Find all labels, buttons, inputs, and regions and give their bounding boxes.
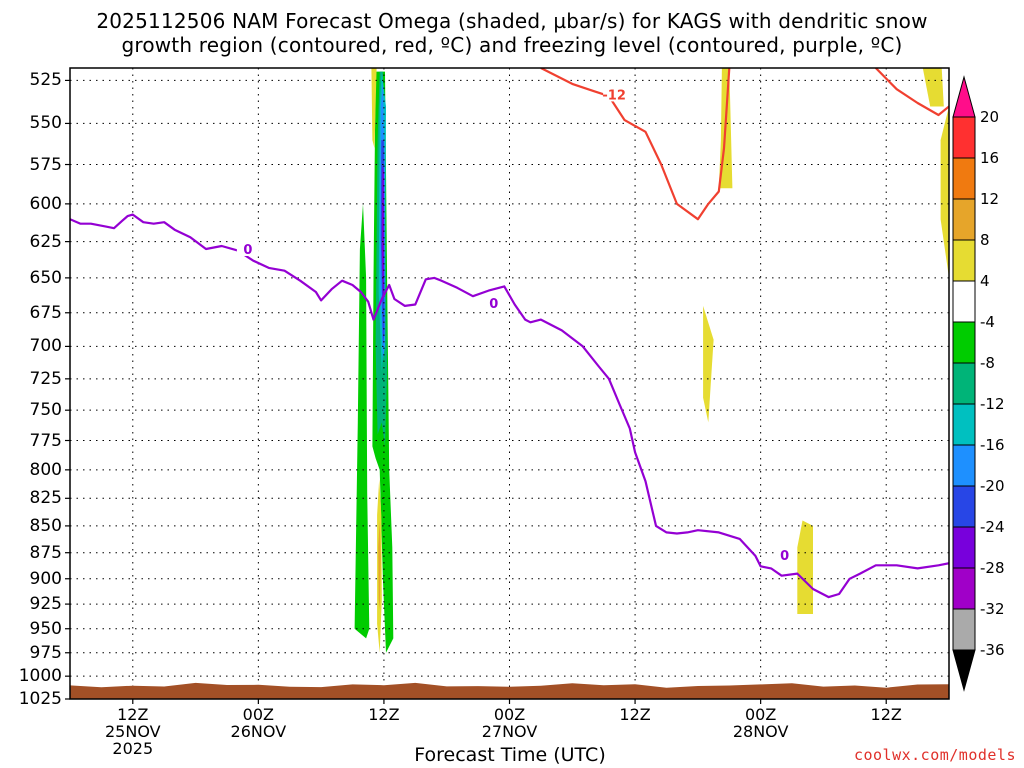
y-tick-label: 725 bbox=[29, 368, 62, 389]
grid-lines bbox=[70, 68, 949, 700]
x-tick-label: 28NOV bbox=[732, 722, 789, 741]
colorbar-top-arrow bbox=[952, 75, 976, 118]
y-tick-label: 850 bbox=[29, 515, 62, 536]
x-tick-label: 12Z bbox=[117, 705, 149, 724]
colorbar-label: -24 bbox=[980, 518, 1005, 536]
dgz-contour bbox=[540, 68, 731, 221]
y-tick-label: 750 bbox=[29, 400, 62, 421]
y-tick-label: 900 bbox=[29, 568, 62, 589]
colorbar-label: -16 bbox=[980, 436, 1005, 454]
omega-region-12 bbox=[797, 520, 813, 614]
colorbar-label: -28 bbox=[980, 559, 1005, 577]
omega-region-0 bbox=[354, 203, 370, 639]
colorbar-swatch bbox=[952, 198, 976, 241]
y-tick-label: 675 bbox=[29, 302, 62, 323]
y-tick-label: 525 bbox=[29, 70, 62, 91]
contours: 0 0 0 -12 bbox=[70, 68, 949, 599]
chart-title: 2025112506 NAM Forecast Omega (shaded, µ… bbox=[96, 9, 928, 33]
x-tick-label: 26NOV bbox=[230, 722, 287, 741]
x-tick-label: 25NOV bbox=[104, 722, 161, 741]
colorbar-swatch bbox=[952, 485, 976, 528]
dgz-label: -12 bbox=[602, 88, 626, 103]
y-tick-label: 575 bbox=[29, 154, 62, 175]
colorbar-label: 16 bbox=[980, 149, 1000, 167]
colorbar-label: 12 bbox=[980, 190, 1000, 208]
colorbar-swatch bbox=[952, 321, 976, 364]
y-tick-label: 600 bbox=[29, 193, 62, 214]
freezing-label-1-bg bbox=[236, 240, 259, 256]
y-tick-label: 650 bbox=[29, 267, 62, 288]
freezing-label-2: 0 bbox=[489, 297, 498, 312]
freezing-label-1: 0 bbox=[243, 243, 252, 258]
y-tick-label: 1025 bbox=[18, 689, 62, 709]
colorbar-label: -8 bbox=[980, 354, 995, 372]
y-tick-label: 625 bbox=[29, 231, 62, 252]
x-axis-title: Forecast Time (UTC) bbox=[414, 744, 606, 766]
y-tick-label: 1000 bbox=[18, 666, 62, 687]
colorbar-swatch bbox=[952, 157, 976, 200]
colorbar-swatch bbox=[952, 526, 976, 569]
y-tick-label: 925 bbox=[29, 594, 62, 615]
colorbar-swatch bbox=[952, 116, 976, 159]
y-tick-label: 950 bbox=[29, 618, 62, 639]
x-tick-label: 00Z bbox=[242, 705, 274, 724]
colorbar-swatch bbox=[952, 403, 976, 446]
freezing-level-contour bbox=[70, 213, 949, 599]
x-tick-label: 27NOV bbox=[481, 722, 538, 741]
colorbar-label: -4 bbox=[980, 313, 995, 331]
colorbar-swatch bbox=[952, 362, 976, 405]
colorbar-swatch bbox=[952, 280, 976, 323]
x-tick-label: 12Z bbox=[619, 705, 651, 724]
credit-text: coolwx.com/models bbox=[853, 746, 1016, 764]
colorbar-label: 4 bbox=[980, 272, 990, 290]
chart-subtitle: growth region (contoured, red, ºC) and f… bbox=[121, 33, 903, 57]
colorbar-swatch bbox=[952, 444, 976, 487]
omega-region-8 bbox=[378, 520, 381, 610]
y-tick-label: 975 bbox=[29, 642, 62, 663]
dgz-label-bg bbox=[603, 86, 626, 102]
omega-region-9 bbox=[371, 68, 377, 149]
colorbar-swatch bbox=[952, 567, 976, 610]
freezing-label-2-bg bbox=[482, 295, 505, 311]
x-tick-label: 12Z bbox=[870, 705, 902, 724]
colorbar bbox=[952, 75, 976, 692]
plot-background bbox=[70, 68, 949, 699]
colorbar-swatch bbox=[952, 239, 976, 282]
colorbar-label: 8 bbox=[980, 231, 990, 249]
omega-shading bbox=[354, 68, 949, 653]
x-tick-label: 2025 bbox=[112, 739, 154, 758]
omega-region-6 bbox=[381, 164, 384, 299]
axis-ticks bbox=[65, 79, 887, 704]
x-tick-label: 12Z bbox=[368, 705, 400, 724]
y-tick-label: 550 bbox=[29, 113, 62, 134]
colorbar-bottom-arrow bbox=[952, 649, 976, 692]
freezing-label-3-bg bbox=[773, 546, 796, 562]
y-tick-label: 875 bbox=[29, 542, 62, 563]
x-tick-label: 00Z bbox=[493, 705, 526, 724]
terrain-fill bbox=[70, 682, 949, 699]
y-tick-label: 775 bbox=[29, 430, 62, 451]
terrain-area bbox=[70, 682, 949, 699]
colorbar-label: 20 bbox=[980, 108, 1000, 126]
omega-region-13 bbox=[922, 68, 944, 107]
y-tick-label: 700 bbox=[29, 336, 62, 357]
colorbar-label: -32 bbox=[980, 600, 1005, 618]
y-tick-label: 825 bbox=[29, 488, 62, 509]
colorbar-label: -12 bbox=[980, 395, 1005, 413]
y-tick-label: 800 bbox=[29, 459, 62, 480]
freezing-label-3: 0 bbox=[780, 549, 789, 564]
colorbar-swatch bbox=[952, 608, 976, 651]
colorbar-label: -36 bbox=[980, 641, 1005, 659]
dgz-contour-right bbox=[875, 68, 949, 117]
omega-region-11 bbox=[703, 305, 714, 423]
omega-region-14 bbox=[940, 106, 949, 278]
x-tick-label: 00Z bbox=[744, 705, 777, 724]
colorbar-label: -20 bbox=[980, 477, 1005, 495]
